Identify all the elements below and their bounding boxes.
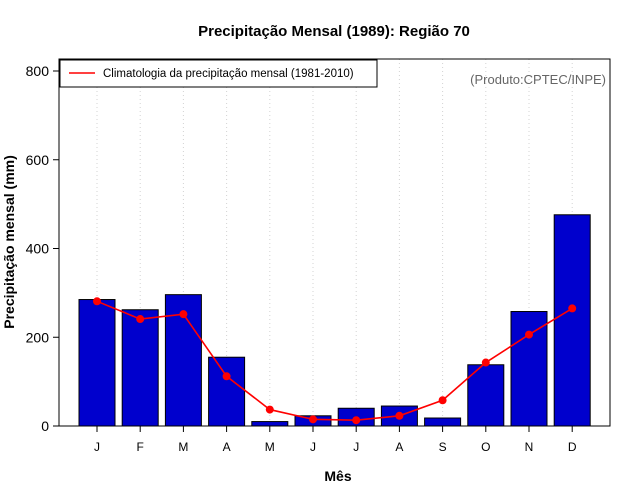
climatology-point-9 [438, 396, 447, 405]
x-tick-label: M [265, 440, 275, 454]
x-tick-label: A [223, 440, 231, 454]
bar-9 [424, 417, 462, 427]
climatology-point-10 [481, 358, 490, 367]
climatology-point-6 [309, 415, 317, 424]
climatology-point-12 [568, 304, 577, 313]
climatology-line [96, 300, 573, 422]
y-axis-label: Precipitação mensal (mm) [1, 155, 17, 329]
y-tick-label: 200 [26, 329, 50, 345]
chart-title: Precipitação Mensal (1989): Região 70 [198, 23, 470, 40]
legend: Climatologia da precipitação mensal (198… [59, 59, 378, 88]
x-axis-label: Mês [324, 468, 351, 484]
y-axis: 0 200 400 600 800 [26, 63, 59, 434]
legend-label: Climatologia da precipitação mensal (198… [103, 68, 354, 80]
line-layer [93, 297, 577, 425]
bar-1 [78, 299, 116, 427]
climatology-point-8 [395, 411, 404, 420]
x-tick-label: M [178, 440, 188, 454]
climatology-point-1 [93, 297, 101, 306]
x-tick-label: F [137, 440, 144, 454]
climatology-point-5 [265, 405, 274, 414]
y-tick-label: 600 [26, 152, 50, 168]
climatology-point-11 [525, 330, 533, 339]
legend-box [59, 59, 378, 88]
bar-2 [121, 309, 159, 427]
x-tick-label: S [439, 440, 447, 454]
x-tick-label: J [353, 440, 359, 454]
x-tick-label: N [525, 440, 534, 454]
plot-frame [58, 58, 611, 427]
bar-4 [208, 356, 246, 427]
x-tick-label: A [395, 440, 403, 454]
x-tick-label: O [481, 440, 490, 454]
y-tick-label: 400 [26, 241, 50, 257]
x-tick-label: J [310, 440, 316, 454]
climatology-point-2 [136, 315, 145, 324]
credit-annotation: (Produto:CPTEC/INPE) [470, 72, 606, 87]
bar-12 [553, 214, 591, 427]
y-tick-label: 0 [41, 418, 49, 434]
x-tick-label: J [94, 440, 100, 454]
bar-11 [510, 311, 548, 427]
bar-10 [467, 364, 505, 427]
climatology-point-3 [179, 310, 188, 319]
climatology-point-4 [222, 372, 231, 381]
bar-5 [251, 421, 289, 427]
x-tick-label: D [568, 440, 577, 454]
y-tick-label: 800 [26, 63, 50, 79]
climatology-point-7 [352, 416, 361, 425]
bars-layer [78, 214, 591, 427]
